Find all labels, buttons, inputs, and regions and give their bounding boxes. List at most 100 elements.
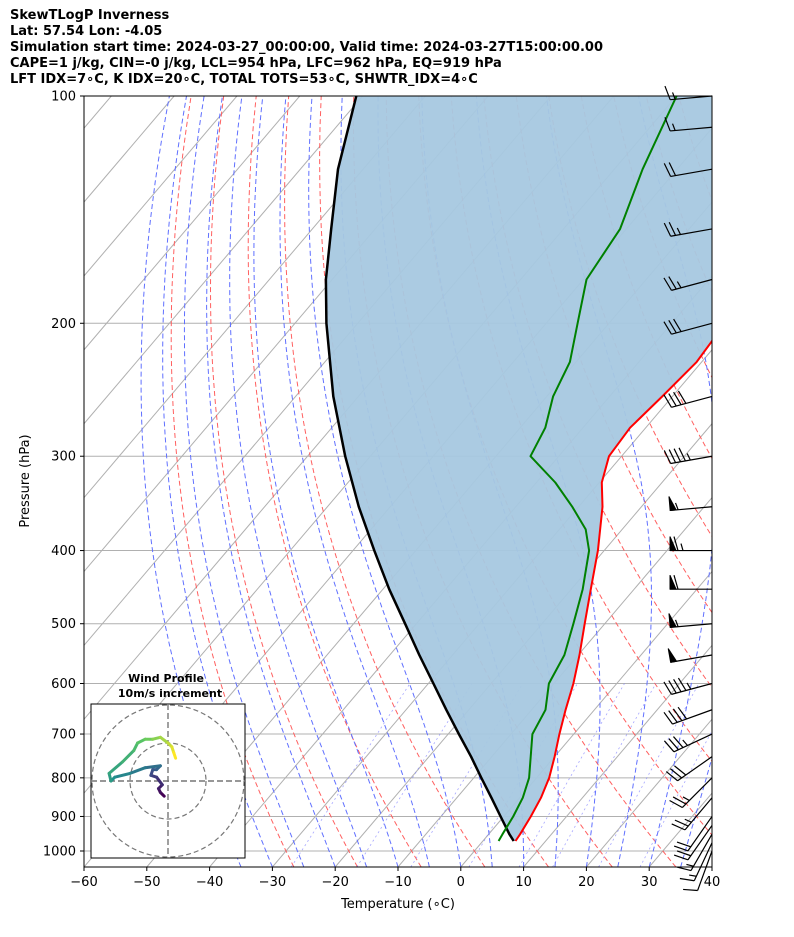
- barb-full: [669, 799, 683, 809]
- hodograph-segment: [158, 735, 170, 745]
- barb-full: [668, 320, 677, 334]
- mixing-ratio-line: [598, 683, 700, 867]
- hodograph-segment: [107, 760, 124, 775]
- hodograph-segment: [172, 751, 178, 760]
- hodograph-segment: [155, 775, 164, 787]
- barb-full: [668, 276, 677, 290]
- isotherm: [84, 96, 301, 351]
- dry-adiabat: [580, 96, 712, 460]
- barb-staff: [670, 623, 713, 628]
- barb-full: [670, 768, 683, 779]
- dry-adiabat: [710, 96, 712, 101]
- barb-full: [677, 677, 687, 691]
- barb-staff: [681, 777, 713, 808]
- mixing-ratio-line: [552, 683, 657, 867]
- barb-staff: [670, 95, 713, 101]
- barb-staff: [672, 709, 713, 725]
- barb-full: [677, 706, 688, 720]
- dry-adiabat: [284, 96, 486, 867]
- barb-staff: [687, 816, 713, 852]
- barb-full: [663, 711, 674, 725]
- barb-full: [668, 738, 679, 751]
- cape-fill-layer: [325, 96, 712, 841]
- index-line: LFT IDX=7∘C, K IDX=20∘C, TOTAL TOTS=53∘C…: [10, 72, 478, 87]
- barb-staff: [670, 168, 713, 178]
- dewpoint-line: [497, 96, 678, 842]
- barb-full: [663, 681, 672, 695]
- barb-half: [686, 453, 691, 461]
- x-tick-label: −50: [133, 875, 160, 890]
- wind-barb: [663, 390, 713, 408]
- y-tick-label: 100: [51, 90, 76, 105]
- x-axis-label: Temperature (∘C): [340, 897, 455, 912]
- y-tick-label: 1000: [43, 845, 76, 860]
- axis-ticks: −60 −50 −40 −30 −20 −10 0 10 20 30 40 1000 900 800 700…: [43, 90, 720, 891]
- y-tick-label: 500: [51, 617, 76, 632]
- barb-staff: [670, 126, 713, 132]
- y-tick-label: 600: [51, 677, 76, 692]
- dry-adiabat: [170, 96, 295, 867]
- isotherm: [711, 866, 712, 867]
- barb-full: [663, 450, 672, 464]
- wind-barb: [663, 733, 713, 753]
- wind-barb: [673, 816, 713, 852]
- barb-full: [665, 771, 678, 782]
- barb-full: [676, 866, 692, 872]
- isotherm: [460, 570, 712, 867]
- y-tick-label: 700: [51, 728, 76, 743]
- barb-full: [683, 888, 698, 892]
- barb-full: [664, 117, 671, 132]
- isotherm: [84, 96, 426, 499]
- barb-full: [663, 394, 672, 408]
- y-tick-label: 800: [51, 771, 76, 786]
- barb-full: [663, 277, 672, 291]
- barb-full: [673, 318, 682, 332]
- barb-full: [668, 449, 677, 463]
- barb-full: [668, 222, 677, 236]
- barb-full: [668, 162, 677, 176]
- barb-full: [674, 819, 689, 827]
- wind-barb: [679, 842, 713, 882]
- wind-barb: [668, 496, 713, 512]
- barb-full: [664, 85, 671, 100]
- hodograph-subtitle: 10m/s increment: [118, 687, 222, 700]
- wind-barb: [663, 706, 713, 725]
- wind-barb: [664, 85, 713, 101]
- y-tick-label: 200: [51, 317, 76, 332]
- wind-barb: [669, 536, 712, 552]
- hodograph-plot: [91, 704, 245, 858]
- wind-barb: [663, 222, 713, 237]
- barb-full: [679, 877, 695, 882]
- wind-barb: [676, 833, 713, 872]
- barb-staff: [690, 833, 713, 871]
- barb-full: [676, 850, 691, 857]
- barb-full: [673, 448, 682, 463]
- barb-half: [674, 619, 679, 627]
- barb-half: [686, 863, 694, 867]
- barb-full: [673, 536, 679, 551]
- x-tick-label: 0: [457, 875, 465, 890]
- barb-staff: [677, 756, 713, 782]
- barb-full: [672, 708, 683, 722]
- barb-full: [674, 765, 687, 776]
- barb-staff: [671, 278, 713, 291]
- barb-full: [663, 321, 672, 335]
- wind-barb: [669, 574, 712, 590]
- hodograph-segment: [113, 771, 132, 779]
- y-tick-label: 300: [51, 450, 76, 465]
- hodograph-inset: Wind Profile 10m/s increment: [90, 672, 246, 859]
- y-axis-label: Pressure (hPa): [18, 434, 33, 527]
- barb-half: [682, 739, 688, 746]
- barb-full: [676, 841, 691, 848]
- barb-pennant: [667, 648, 678, 663]
- barb-staff: [671, 395, 713, 408]
- barb-staff: [670, 228, 713, 237]
- barb-full: [668, 710, 678, 723]
- dry-adiabat: [776, 96, 794, 867]
- hodograph-segment: [120, 749, 136, 764]
- mixing-ratio-line: [518, 683, 625, 867]
- moist-adiabat: [229, 96, 368, 867]
- barb-pennant: [668, 613, 677, 628]
- mixing-ratio-line: [356, 683, 473, 867]
